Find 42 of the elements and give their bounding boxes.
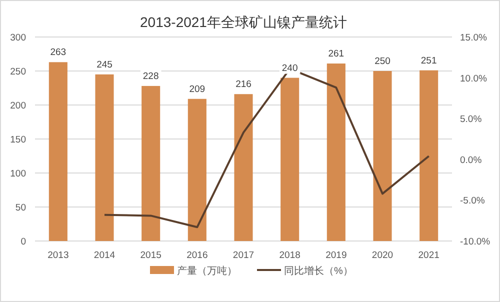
x-tick-label: 2019 bbox=[326, 250, 347, 261]
x-tick-label: 2017 bbox=[232, 250, 254, 261]
data-label: 245 bbox=[96, 59, 112, 70]
x-tick-label: 2020 bbox=[372, 250, 394, 261]
data-label: 261 bbox=[328, 48, 344, 60]
bar bbox=[234, 94, 253, 241]
y2-tick-label: -10.0% bbox=[460, 236, 491, 248]
y-tick-label: 100 bbox=[10, 168, 26, 180]
x-tick-label: 2013 bbox=[48, 250, 69, 261]
y-tick-label: 150 bbox=[10, 134, 26, 146]
chart-title: 2013-2021年全球矿山镍产量统计 bbox=[140, 14, 347, 30]
y-tick-label: 0 bbox=[20, 236, 26, 248]
bar bbox=[280, 78, 300, 241]
legend-label: 产量（万吨） bbox=[177, 265, 237, 277]
bar bbox=[95, 74, 114, 241]
x-tick-label: 2014 bbox=[94, 250, 116, 261]
y2-tick-label: 5.0% bbox=[460, 114, 482, 126]
y2-tick-label: 10.0% bbox=[460, 73, 488, 84]
data-label: 228 bbox=[142, 70, 159, 82]
bar bbox=[48, 62, 68, 241]
legend-label: 同比增长（%） bbox=[284, 265, 353, 277]
data-label: 216 bbox=[236, 79, 252, 90]
bar bbox=[326, 64, 346, 241]
x-tick-label: 2015 bbox=[140, 250, 162, 261]
y-tick-label: 250 bbox=[10, 66, 26, 78]
bar bbox=[188, 98, 206, 241]
bar bbox=[420, 70, 438, 241]
x-tick-label: 2021 bbox=[418, 250, 440, 261]
data-label: 263 bbox=[50, 47, 66, 58]
y2-tick-label: 0.0% bbox=[460, 154, 482, 166]
x-tick-label: 2016 bbox=[186, 250, 208, 261]
bar bbox=[373, 71, 392, 241]
data-label: 209 bbox=[189, 84, 206, 95]
bar bbox=[142, 86, 160, 241]
x-tick-label: 2018 bbox=[279, 250, 300, 261]
y-tick-label: 50 bbox=[15, 202, 26, 214]
y2-tick-label: -5.0% bbox=[460, 196, 486, 207]
y-tick-label: 200 bbox=[10, 100, 26, 112]
data-label: 250 bbox=[374, 56, 390, 67]
y2-tick-label: 15.0% bbox=[460, 32, 488, 44]
data-label: 251 bbox=[420, 55, 437, 66]
y-tick-label: 300 bbox=[10, 32, 26, 44]
